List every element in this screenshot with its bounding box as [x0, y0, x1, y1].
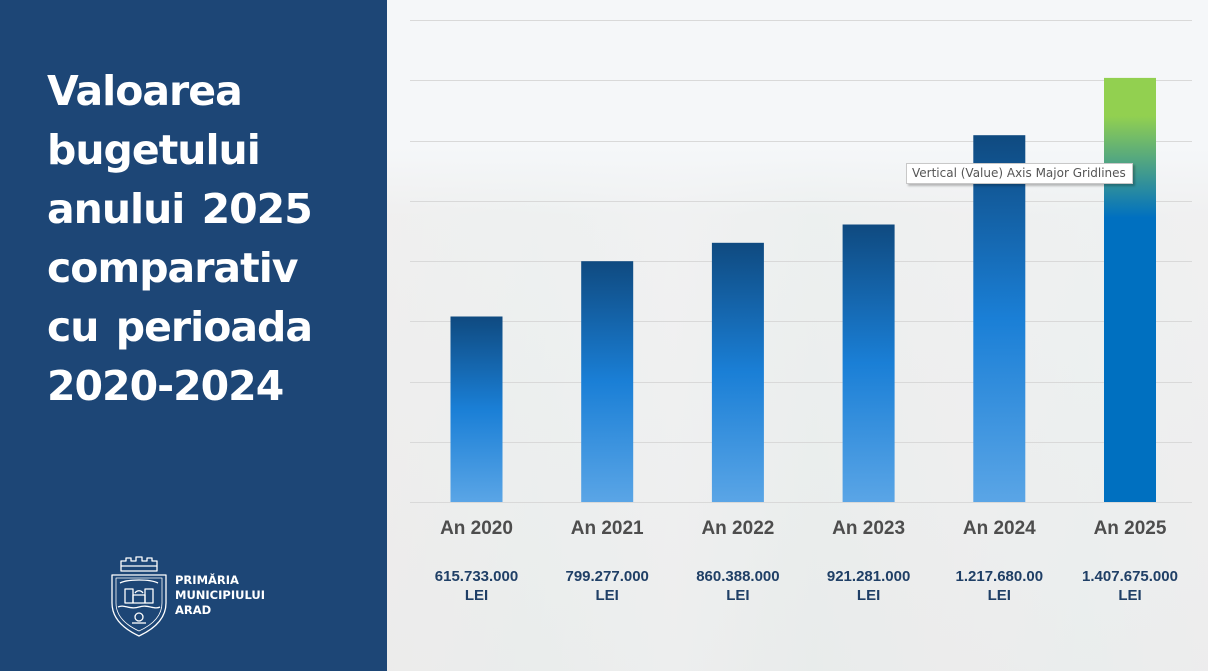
category-label: An 2023	[832, 518, 905, 539]
value-label: 1.217.680.00	[956, 568, 1044, 585]
chart-tooltip: Vertical (Value) Axis Major Gridlines	[906, 163, 1133, 184]
value-label: 860.388.000	[696, 568, 779, 585]
logo-line: ARAD	[175, 603, 212, 617]
logo-line: PRIMĂRIA	[175, 573, 239, 587]
bar-an-2023[interactable]	[842, 224, 895, 503]
city-hall-logo: PRIMĂRIA MUNICIPIULUI ARAD	[108, 553, 288, 643]
bar-an-2025[interactable]	[1104, 77, 1156, 503]
title-line: 2020-2024	[47, 362, 284, 410]
category-label: An 2024	[963, 518, 1036, 539]
title-line: cu perioada	[47, 303, 313, 351]
value-unit-label: LEI	[465, 587, 488, 604]
title-line: anului 2025	[47, 185, 313, 233]
value-label: 921.281.000	[827, 568, 910, 585]
category-label: An 2021	[571, 518, 644, 539]
title-line: bugetului	[47, 126, 261, 174]
bar-an-2021[interactable]	[581, 261, 634, 502]
coat-of-arms-icon	[111, 556, 167, 637]
bar-an-2022[interactable]	[711, 242, 764, 503]
logo-text: PRIMĂRIA MUNICIPIULUI ARAD	[175, 573, 265, 618]
title-line: Valoarea	[47, 67, 243, 115]
slide-title: Valoarea bugetului anului 2025 comparati…	[47, 62, 347, 416]
value-unit-label: LEI	[1118, 587, 1141, 604]
gridlines[interactable]	[410, 20, 1192, 503]
category-label: An 2025	[1094, 518, 1167, 539]
bar-an-2020[interactable]	[450, 316, 503, 503]
category-label: An 2020	[440, 518, 513, 539]
category-label: An 2022	[701, 518, 774, 539]
title-panel: Valoarea bugetului anului 2025 comparati…	[0, 0, 387, 671]
value-label: 615.733.000	[435, 568, 518, 585]
labels: An 2020 615.733.000 LEI An 2021 799.277.000 L…	[435, 518, 1178, 604]
chart-area: An 2020 615.733.000 LEI An 2021 799.277.000 L…	[387, 0, 1208, 671]
value-label: 1.407.675.000	[1082, 568, 1178, 585]
value-label: 799.277.000	[565, 568, 648, 585]
value-unit-label: LEI	[988, 587, 1011, 604]
bar-an-2024[interactable]	[973, 135, 1026, 502]
value-unit-label: LEI	[596, 587, 619, 604]
value-unit-label: LEI	[726, 587, 749, 604]
title-line: comparativ	[47, 244, 298, 292]
value-unit-label: LEI	[857, 587, 880, 604]
bar-chart: An 2020 615.733.000 LEI An 2021 799.277.000 L…	[410, 20, 1192, 604]
bars	[450, 77, 1156, 503]
logo-line: MUNICIPIULUI	[175, 588, 265, 602]
